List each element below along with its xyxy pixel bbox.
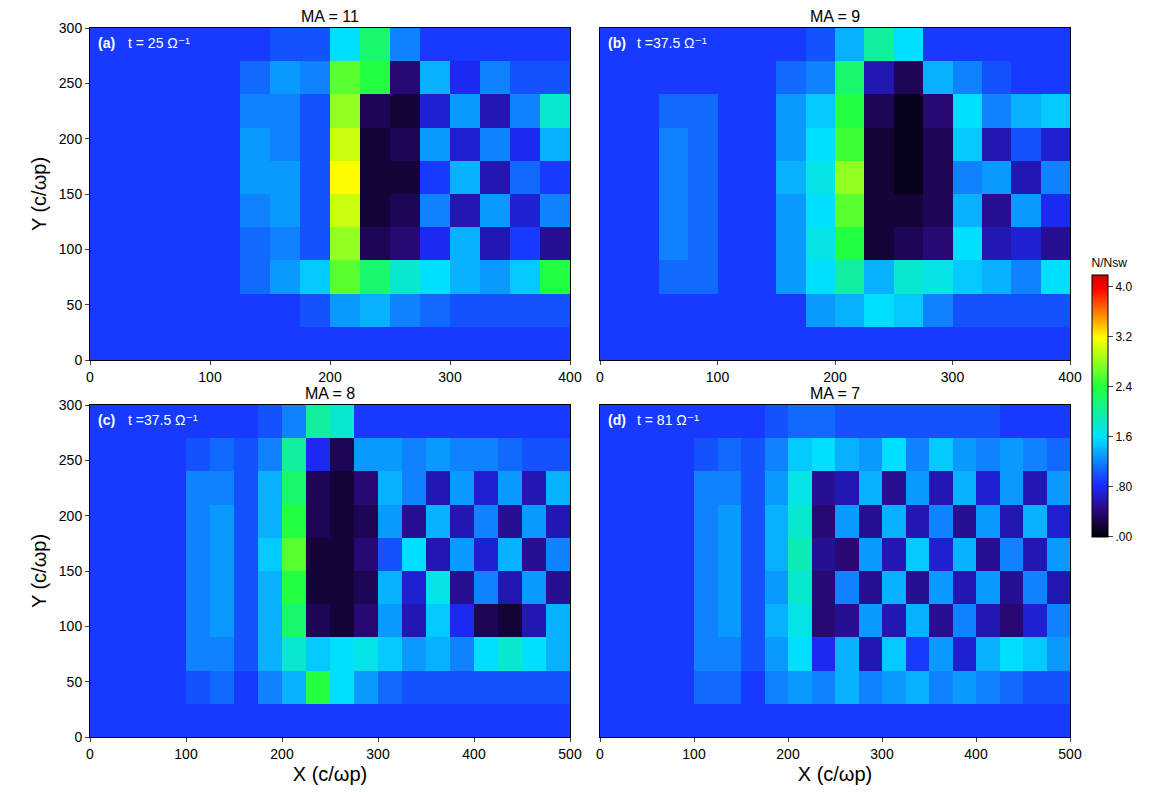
svg-text:400: 400: [1058, 369, 1082, 385]
svg-text:400: 400: [462, 746, 486, 762]
svg-text:X (c/ωp): X (c/ωp): [798, 763, 873, 785]
svg-text:N/Nsw: N/Nsw: [1092, 256, 1128, 270]
svg-text:400: 400: [558, 369, 582, 385]
svg-text:500: 500: [1058, 746, 1082, 762]
svg-text:150: 150: [59, 186, 83, 202]
svg-text:t = 25 Ω⁻¹: t = 25 Ω⁻¹: [128, 35, 190, 51]
svg-text:200: 200: [59, 131, 83, 147]
svg-text:300: 300: [366, 746, 390, 762]
svg-text:200: 200: [823, 369, 847, 385]
svg-text:(c): (c): [98, 412, 115, 428]
svg-text:200: 200: [318, 369, 342, 385]
svg-text:0: 0: [596, 369, 604, 385]
svg-text:MA = 11: MA = 11: [301, 8, 359, 25]
svg-text:100: 100: [682, 746, 706, 762]
svg-text:(b): (b): [608, 35, 626, 51]
svg-text:2.4: 2.4: [1115, 380, 1132, 394]
svg-text:0: 0: [74, 729, 82, 745]
svg-text:1.6: 1.6: [1115, 430, 1132, 444]
svg-text:t =37.5 Ω⁻¹: t =37.5 Ω⁻¹: [128, 412, 198, 428]
svg-text:0: 0: [86, 369, 94, 385]
svg-text:100: 100: [198, 369, 222, 385]
svg-text:300: 300: [870, 746, 894, 762]
svg-text:(d): (d): [608, 412, 626, 428]
svg-text:t = 81 Ω⁻¹: t = 81 Ω⁻¹: [637, 412, 699, 428]
svg-text:X (c/ωp): X (c/ωp): [293, 763, 368, 785]
svg-text:.80: .80: [1115, 480, 1132, 494]
svg-text:100: 100: [706, 369, 730, 385]
svg-text:MA = 8: MA = 8: [305, 385, 355, 402]
svg-text:300: 300: [59, 397, 83, 413]
svg-text:t =37.5 Ω⁻¹: t =37.5 Ω⁻¹: [637, 35, 707, 51]
svg-text:100: 100: [59, 241, 83, 257]
svg-text:(a): (a): [98, 35, 115, 51]
svg-text:Y (c/ωp): Y (c/ωp): [28, 157, 50, 231]
svg-text:MA = 7: MA = 7: [810, 385, 860, 402]
svg-text:0: 0: [74, 352, 82, 368]
svg-text:100: 100: [174, 746, 198, 762]
svg-text:200: 200: [776, 746, 800, 762]
svg-text:250: 250: [59, 75, 83, 91]
svg-text:50: 50: [67, 674, 83, 690]
svg-text:400: 400: [964, 746, 988, 762]
svg-text:4.0: 4.0: [1115, 280, 1132, 294]
svg-text:500: 500: [558, 746, 582, 762]
svg-text:0: 0: [596, 746, 604, 762]
svg-text:200: 200: [59, 508, 83, 524]
svg-text:250: 250: [59, 452, 83, 468]
svg-text:300: 300: [941, 369, 965, 385]
svg-text:200: 200: [270, 746, 294, 762]
svg-text:.00: .00: [1115, 530, 1132, 544]
svg-text:300: 300: [59, 20, 83, 36]
svg-text:150: 150: [59, 563, 83, 579]
svg-text:0: 0: [86, 746, 94, 762]
svg-text:50: 50: [67, 297, 83, 313]
svg-text:300: 300: [438, 369, 462, 385]
svg-text:100: 100: [59, 618, 83, 634]
svg-text:MA = 9: MA = 9: [810, 8, 860, 25]
svg-text:3.2: 3.2: [1115, 330, 1132, 344]
svg-text:Y (c/ωp): Y (c/ωp): [28, 534, 50, 608]
